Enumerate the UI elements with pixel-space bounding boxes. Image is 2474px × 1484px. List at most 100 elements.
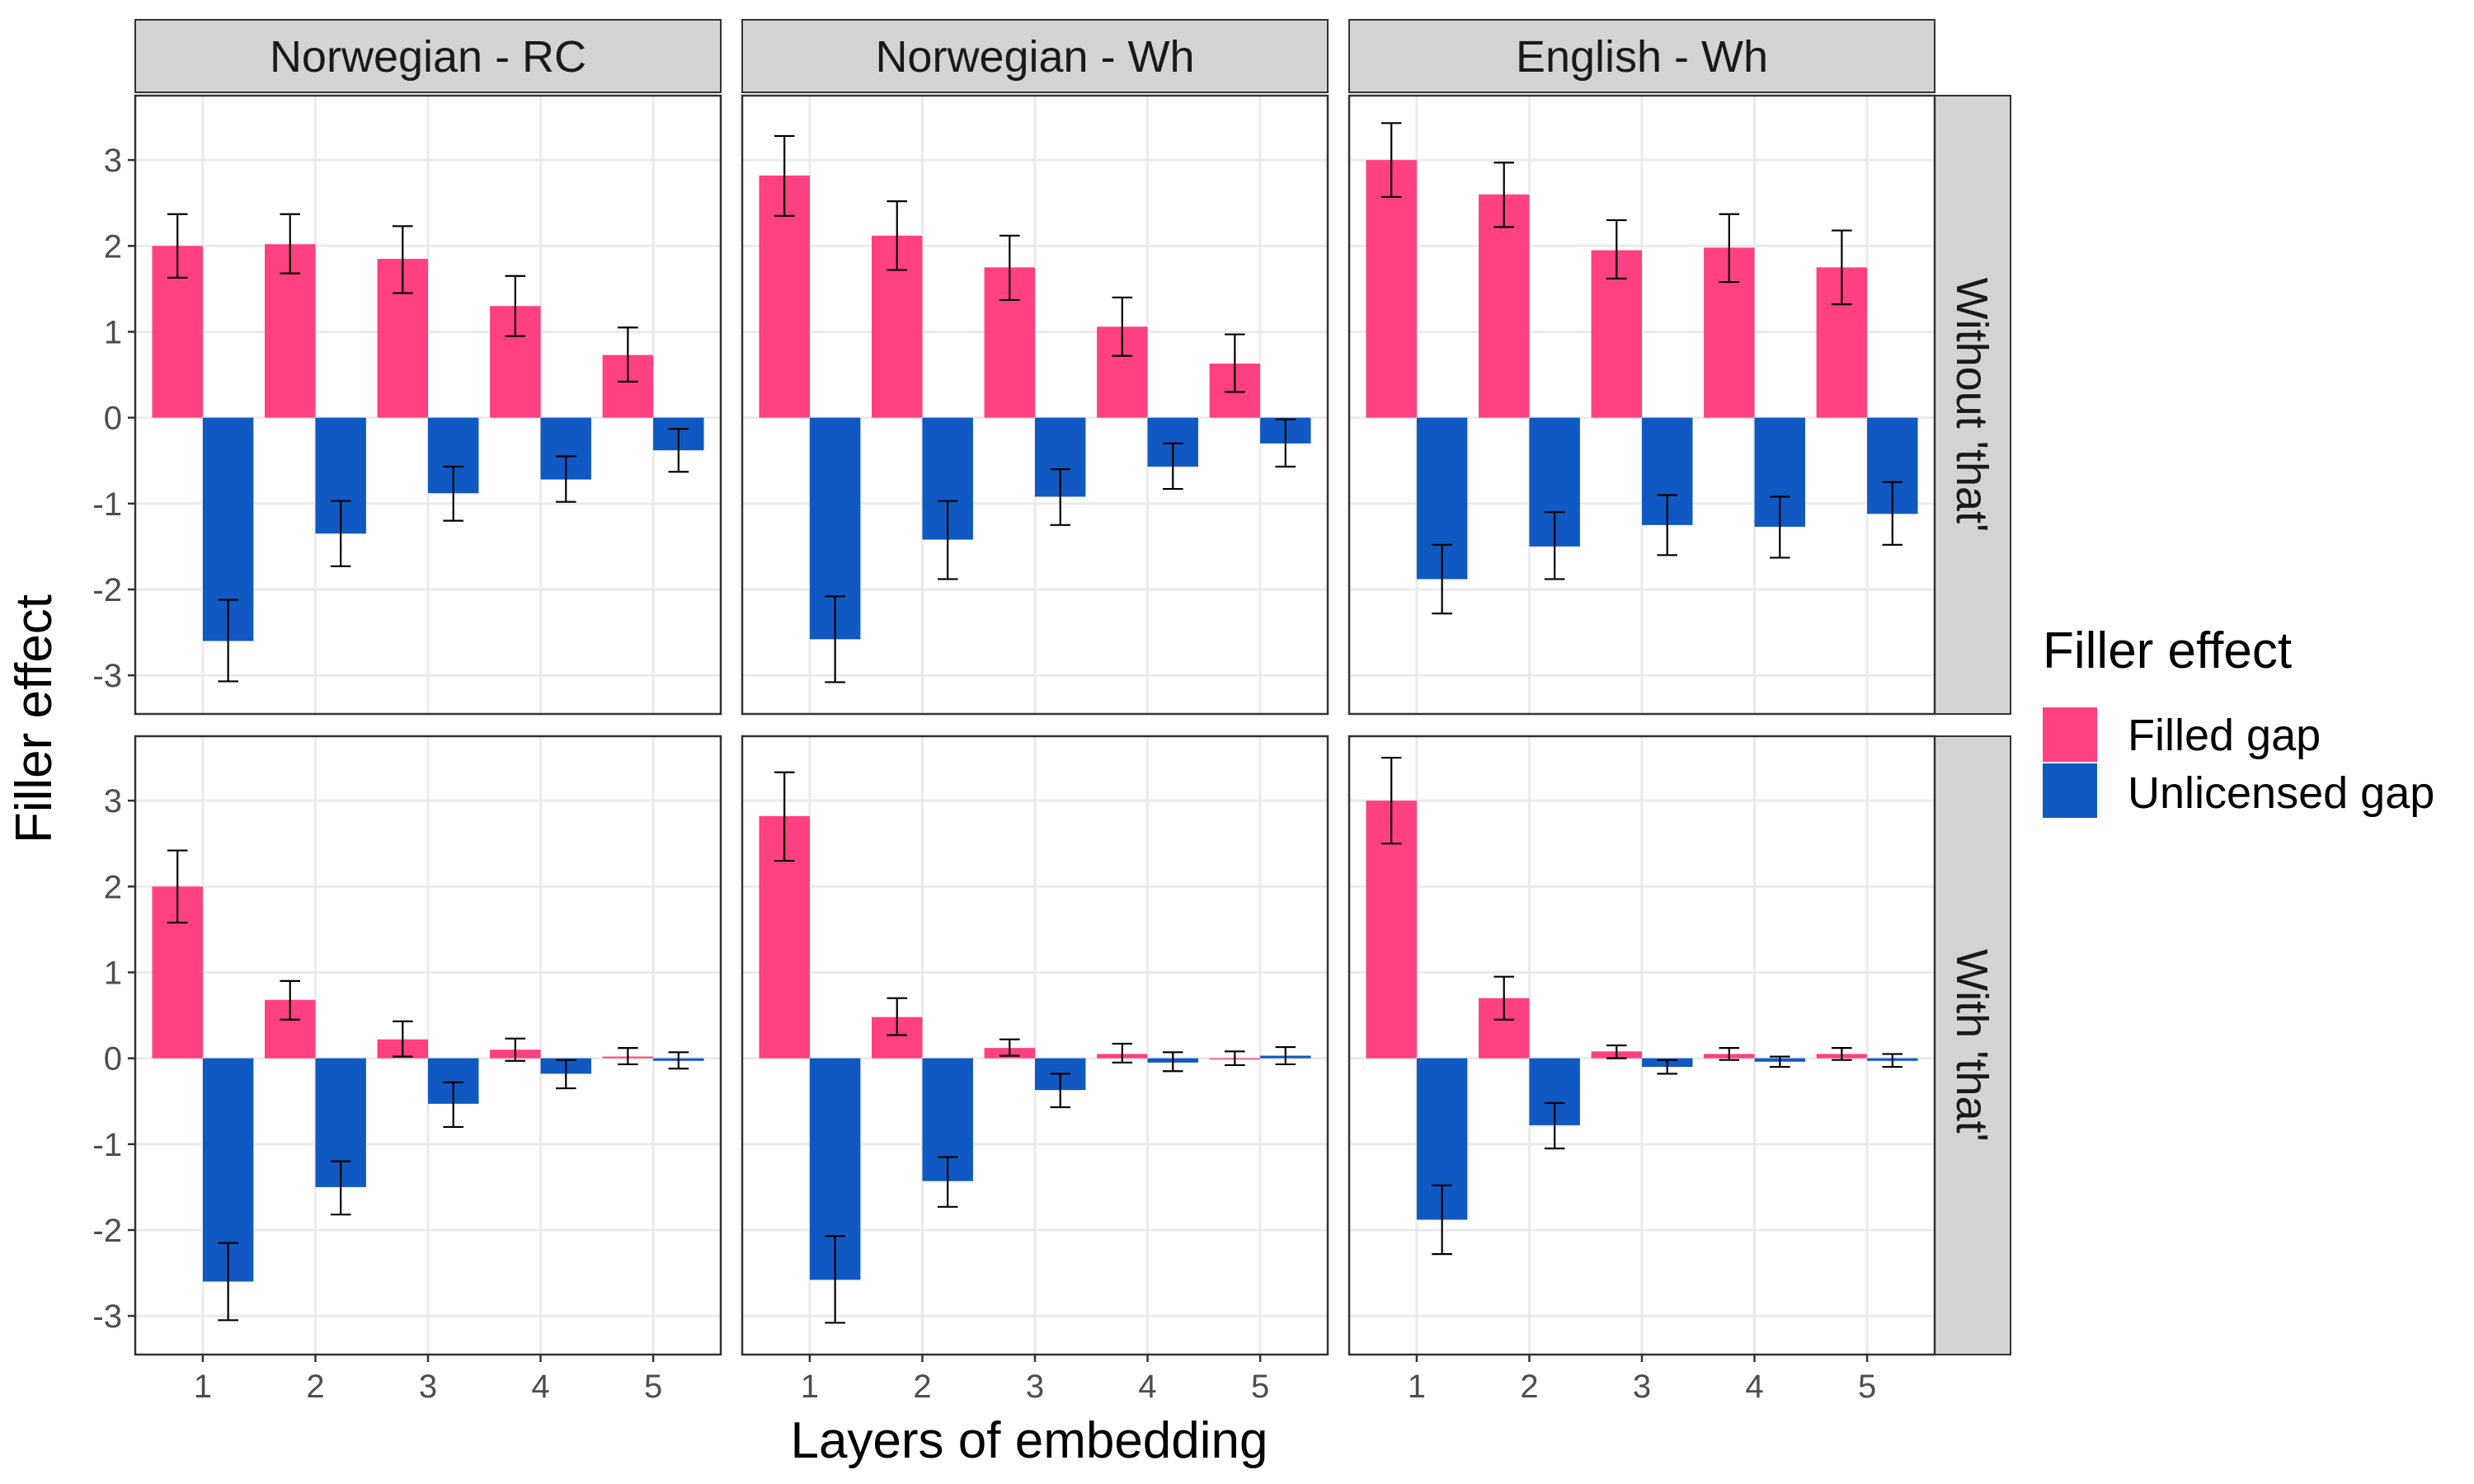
error-bar-unlicensed-gap-1	[218, 1242, 238, 1322]
error-bar-unlicensed-gap-2	[937, 1156, 958, 1208]
error-bar-filled-gap-1	[1380, 756, 1402, 845]
facet-grid: Norwegian - RC Norwegian - Wh English - Wh…	[92, 19, 2011, 1405]
error-bar-filled-gap-1	[774, 771, 795, 862]
column-strip-label: Norwegian - Wh	[875, 32, 1194, 82]
row-strip-without-that: Without 'that'	[1934, 95, 2011, 715]
panel-without-that-norwegian-wh	[741, 94, 1329, 716]
error-bar-filled-gap-4	[1719, 1047, 1740, 1061]
row-strip-label: With 'that'	[1947, 949, 1997, 1142]
error-bar-filled-gap-3	[392, 225, 413, 294]
y-axis-title: Filler effect	[6, 594, 63, 843]
error-bar-unlicensed-gap-2	[1544, 511, 1565, 580]
x-tick-label: 2	[1520, 1369, 1538, 1405]
legend-label-filled-gap: Filled gap	[2128, 711, 2321, 760]
column-strip-english-wh: English - Wh	[1348, 19, 1935, 93]
error-bar-unlicensed-gap-5	[1882, 1053, 1903, 1068]
error-bar-unlicensed-gap-3	[1050, 1073, 1071, 1109]
panel-without-that-norwegian-rc: -3 -2 -1 0 1 2 3	[92, 94, 722, 716]
error-bar-unlicensed-gap-2	[330, 500, 351, 567]
x-tick-label: 4	[1745, 1369, 1763, 1405]
column-strip-background	[741, 19, 1329, 93]
error-bar-unlicensed-gap-3	[1050, 468, 1071, 526]
error-bar-filled-gap-3	[1606, 218, 1627, 279]
error-bar-unlicensed-gap-4	[555, 1059, 576, 1090]
error-bar-unlicensed-gap-3	[1657, 494, 1678, 556]
panel-with-that-norwegian-rc: -3 -2 -1 0 1 2 3 1 2 3 4 5	[92, 735, 722, 1405]
x-tick-label: 1	[1408, 1369, 1426, 1405]
error-bar-filled-gap-1	[774, 134, 795, 217]
y-tick-label: -2	[92, 1213, 122, 1249]
error-bar-unlicensed-gap-4	[1162, 1051, 1183, 1073]
y-tick-label: -1	[92, 486, 122, 523]
x-tick-label: 1	[801, 1369, 819, 1405]
panel-border	[1348, 94, 1936, 716]
error-bar-unlicensed-gap-4	[1162, 442, 1183, 491]
error-bar-filled-gap-2	[887, 997, 908, 1036]
error-bar-filled-gap-1	[167, 849, 188, 924]
legend-key-unlicensed-gap	[2043, 763, 2097, 818]
error-bar-filled-gap-2	[280, 213, 301, 275]
error-bar-unlicensed-gap-1	[825, 595, 845, 683]
error-bar-filled-gap-2	[280, 979, 301, 1021]
error-bar-unlicensed-gap-2	[937, 500, 958, 580]
panel-with-that-norwegian-wh: 1 2 3 4 5	[741, 735, 1329, 1405]
column-strip-background	[134, 19, 722, 93]
error-bar-unlicensed-gap-1	[1432, 543, 1452, 615]
error-bar-filled-gap-4	[505, 1037, 526, 1062]
legend-title: Filler effect	[2043, 622, 2292, 679]
legend-label-unlicensed-gap: Unlicensed gap	[2128, 768, 2434, 818]
y-tick-label: 3	[104, 783, 122, 819]
error-bar-filled-gap-1	[1380, 122, 1402, 199]
y-tick-label: -1	[92, 1127, 122, 1163]
error-bar-unlicensed-gap-1	[825, 1235, 845, 1324]
error-bar-unlicensed-gap-2	[1544, 1101, 1565, 1150]
error-bar-unlicensed-gap-5	[1275, 1045, 1296, 1066]
error-bar-filled-gap-4	[1112, 1042, 1133, 1064]
column-strip-background	[1348, 19, 1935, 93]
error-bar-filled-gap-3	[999, 234, 1020, 302]
y-tick-label: 3	[104, 143, 122, 179]
x-tick-label: 3	[419, 1369, 437, 1405]
y-tick-label: -2	[92, 572, 122, 608]
row-strip-with-that: With 'that'	[1934, 735, 2011, 1355]
error-bar-filled-gap-2	[1493, 975, 1515, 1021]
x-tick-label: 4	[1138, 1369, 1156, 1405]
error-bar-filled-gap-2	[1493, 162, 1515, 228]
error-bar-unlicensed-gap-5	[668, 1051, 689, 1070]
row-strip-background	[1934, 735, 2011, 1355]
x-tick-label: 5	[644, 1369, 662, 1405]
column-strip-label: English - Wh	[1516, 32, 1768, 82]
error-bar-unlicensed-gap-2	[330, 1160, 351, 1216]
error-bar-filled-gap-1	[167, 213, 188, 279]
error-bar-filled-gap-5	[1225, 1050, 1245, 1067]
x-tick-label: 2	[306, 1369, 324, 1405]
error-bar-filled-gap-5	[1225, 333, 1245, 393]
panel-with-that-english-wh: 1 2 3 4 5	[1348, 735, 1936, 1405]
y-tick-label: 2	[104, 228, 122, 265]
error-bar-filled-gap-3	[1606, 1044, 1627, 1059]
error-bar-filled-gap-4	[1112, 296, 1133, 357]
row-strip-background	[1934, 95, 2011, 715]
x-axis-title: Layers of embedding	[790, 1412, 1268, 1469]
column-strip-norwegian-rc: Norwegian - RC	[134, 19, 722, 93]
column-strip-norwegian-wh: Norwegian - Wh	[741, 19, 1329, 93]
error-bar-unlicensed-gap-3	[443, 1081, 464, 1129]
y-tick-label: 1	[104, 314, 122, 350]
x-tick-label: 5	[1251, 1369, 1269, 1405]
error-bar-unlicensed-gap-1	[1432, 1184, 1452, 1256]
x-tick-label: 3	[1633, 1369, 1651, 1405]
error-bar-filled-gap-5	[618, 1047, 638, 1066]
bar-filled-gap-1	[1366, 160, 1417, 418]
y-tick-label: -3	[92, 658, 122, 694]
panel-border	[741, 94, 1329, 716]
error-bar-filled-gap-2	[887, 200, 908, 271]
error-bar-unlicensed-gap-5	[1275, 418, 1296, 468]
panel-without-that-english-wh	[1348, 94, 1936, 716]
panel-border	[134, 94, 722, 716]
x-tick-label: 2	[913, 1369, 931, 1405]
legend: Filler effect Filled gap Unlicensed gap	[2043, 622, 2434, 818]
error-bar-filled-gap-4	[505, 275, 526, 337]
x-tick-label: 4	[531, 1369, 549, 1405]
y-tick-label: 2	[104, 869, 122, 905]
